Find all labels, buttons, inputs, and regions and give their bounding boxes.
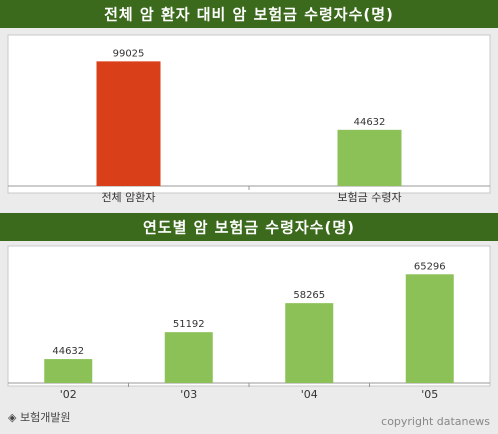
value-label: 44632: [52, 346, 84, 357]
x-tick-label: 전체 암환자: [101, 191, 155, 204]
bar: [337, 129, 402, 186]
value-label: 99025: [113, 48, 145, 59]
x-tick-label: '05: [421, 388, 438, 401]
value-label: 58265: [293, 290, 325, 301]
bar: [44, 359, 93, 383]
x-tick-label: '03: [180, 388, 197, 401]
title-bar: [0, 0, 498, 28]
value-label: 44632: [354, 117, 386, 128]
source: ◈ 보험개발원: [8, 411, 71, 424]
x-tick-label: '04: [301, 388, 318, 401]
bar: [285, 303, 334, 383]
value-label: 65296: [414, 261, 446, 272]
chart-title: 전체 암 환자 대비 암 보험금 수령자수(명): [104, 6, 394, 24]
x-tick-label: 보험금 수령자: [337, 191, 401, 204]
value-label: 51192: [173, 319, 205, 330]
chart-title: 연도별 암 보험금 수령자수(명): [143, 219, 355, 237]
bar: [164, 332, 213, 383]
bar: [96, 61, 161, 187]
bar: [405, 274, 454, 383]
x-tick-label: '02: [60, 388, 77, 401]
copyright: copyright datanews: [381, 415, 490, 428]
panel: [7, 34, 491, 194]
title-bar: [0, 213, 498, 241]
